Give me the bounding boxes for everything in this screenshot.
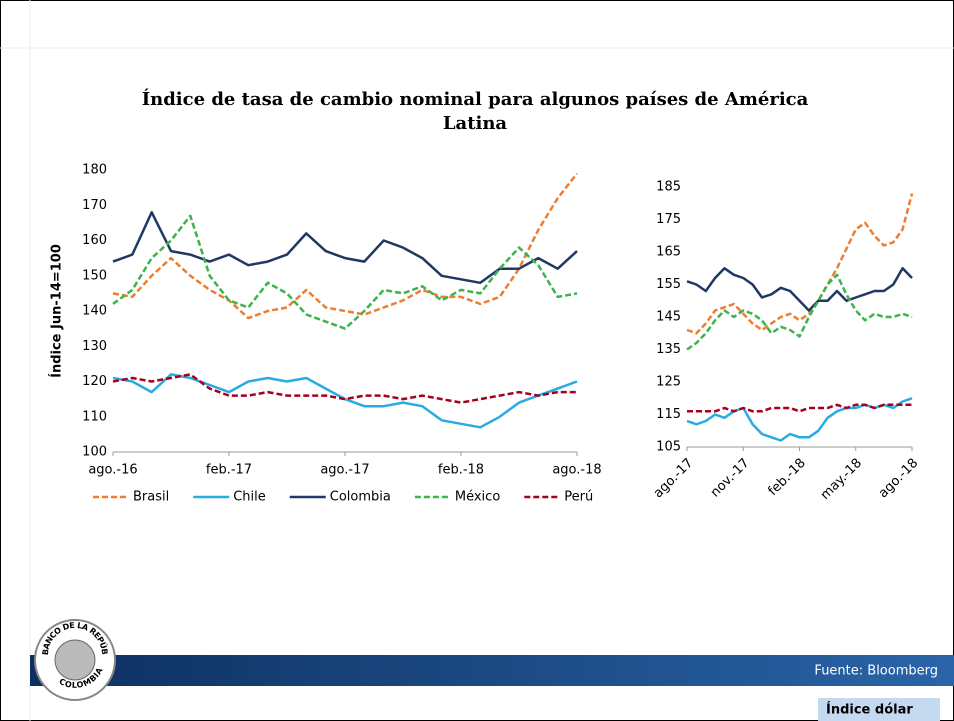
y-tick-label: 125: [656, 375, 681, 390]
x-tick-label: feb.-18: [438, 463, 484, 478]
y-tick-label: 160: [82, 233, 107, 248]
y-tick-label: 100: [82, 445, 107, 460]
tab: [818, 698, 940, 721]
y-tick-label: 140: [82, 304, 107, 319]
x-tick-label: feb.-18: [766, 456, 809, 499]
legend-label: Chile: [233, 490, 266, 505]
x-tick-label: ago.-17: [320, 463, 369, 478]
legend-label: Perú: [564, 490, 593, 505]
series-line: [686, 267, 913, 312]
series-line: [686, 273, 913, 351]
series-line: [112, 211, 578, 285]
source: Fuente: Bloomberg: [814, 664, 938, 679]
chart-title: Índice de tasa de cambio nominal para al…: [141, 89, 809, 134]
series-line: [686, 193, 914, 335]
series-line: [686, 397, 913, 442]
tab-label: Índice dólar: [826, 702, 913, 718]
x-tick-label: may.-18: [818, 456, 865, 503]
x-tick-label: ago.-18: [552, 463, 601, 478]
series-line: [112, 214, 578, 330]
y-tick-label: 150: [82, 268, 107, 283]
x-tick-label: ago.-17: [651, 456, 696, 501]
y-tick-label: 185: [656, 180, 681, 195]
y-tick-label: 155: [656, 277, 681, 292]
y-tick-label: 180: [82, 163, 107, 178]
y-tick-label: 175: [656, 212, 681, 227]
y-tick-label: 165: [656, 245, 681, 260]
x-tick-label: ago.-18: [876, 456, 921, 501]
x-tick-label: ago.-16: [88, 463, 137, 478]
y-tick-label: 115: [656, 407, 681, 422]
y-tick-label: 170: [82, 198, 107, 213]
y-tick-label: 145: [656, 310, 681, 325]
series-line: [687, 403, 912, 413]
logo-face: [54, 639, 96, 681]
legend-label: Colombia: [330, 490, 391, 505]
y-tick-label: 135: [656, 342, 681, 357]
x-tick-label: feb.-17: [206, 463, 252, 478]
series-line: [112, 373, 577, 404]
y-axis-label: Índice Jun-14=100: [49, 244, 65, 378]
series-line: [112, 172, 578, 320]
series-line: [112, 373, 578, 429]
legend-label: Brasil: [133, 490, 169, 505]
y-tick-label: 105: [656, 440, 681, 455]
y-tick-label: 130: [82, 339, 107, 354]
y-tick-label: 120: [82, 374, 107, 389]
x-tick-label: nov.-17: [708, 456, 753, 501]
footer-band: [30, 655, 954, 686]
y-tick-label: 110: [82, 409, 107, 424]
legend-label: México: [455, 490, 500, 505]
